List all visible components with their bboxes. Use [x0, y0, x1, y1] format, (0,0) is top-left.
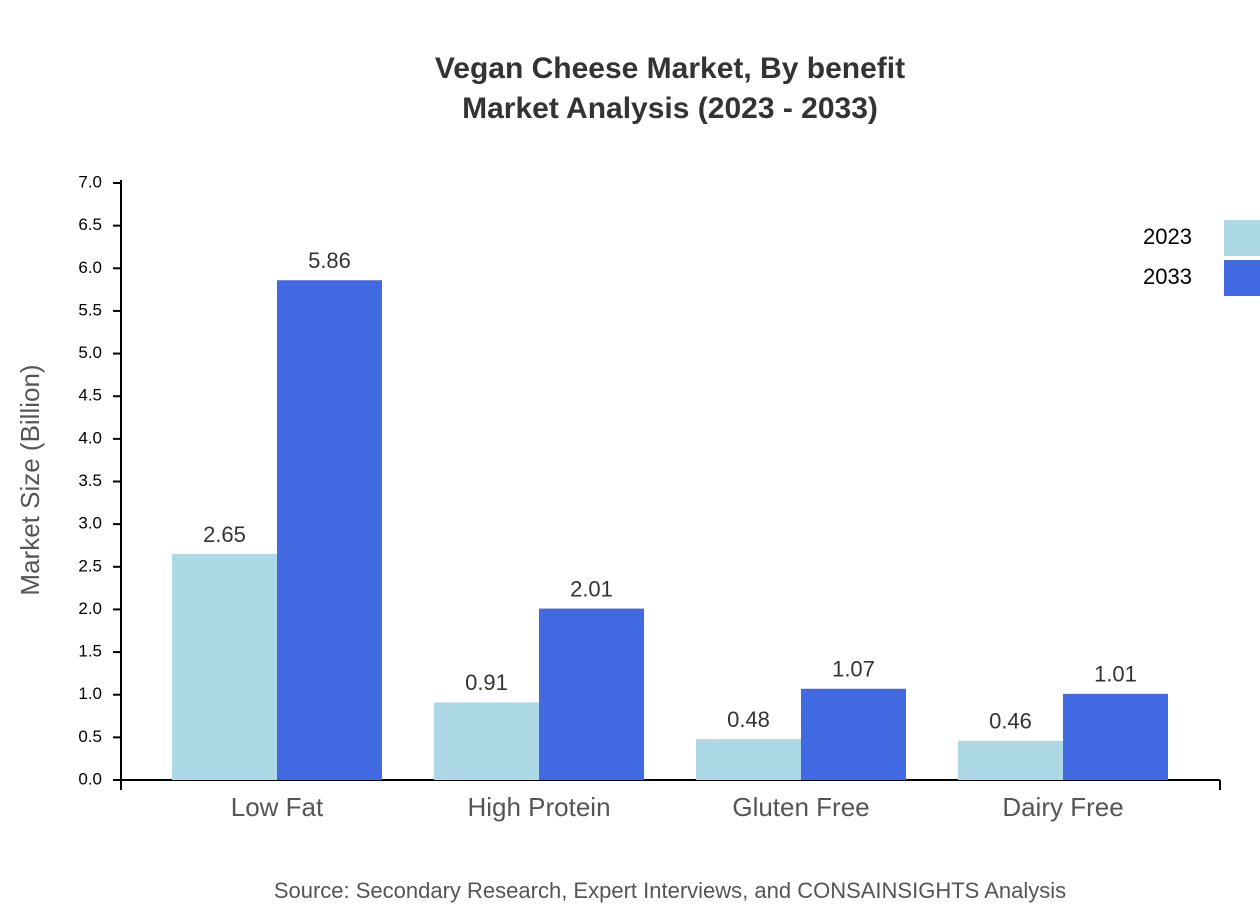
- bar: [801, 688, 906, 780]
- value-label: 0.48: [727, 707, 770, 732]
- legend-swatch: [1224, 220, 1260, 256]
- value-label: 1.07: [832, 657, 875, 682]
- x-tick-label: Dairy Free: [1002, 792, 1123, 822]
- bar: [172, 553, 277, 780]
- chart-subtitle: Market Analysis (2023 - 2033): [462, 92, 878, 125]
- y-tick-label: 3.5: [78, 471, 102, 490]
- y-tick-label: 6.0: [78, 258, 102, 277]
- y-tick-label: 0.5: [78, 727, 102, 746]
- bar: [434, 702, 539, 780]
- legend-label: 2033: [1143, 264, 1192, 289]
- x-tick-label: Gluten Free: [732, 792, 869, 822]
- y-tick-label: 1.5: [78, 642, 102, 661]
- y-tick-label: 4.0: [78, 428, 102, 447]
- y-tick-label: 6.5: [78, 215, 102, 234]
- y-tick-label: 7.0: [78, 172, 102, 191]
- y-tick-label: 1.0: [78, 684, 102, 703]
- y-tick-label: 2.5: [78, 556, 102, 575]
- legend-swatch: [1224, 260, 1260, 296]
- value-label: 1.01: [1094, 662, 1137, 687]
- y-axis-label: Market Size (Billion): [15, 364, 45, 595]
- bar: [277, 280, 382, 780]
- y-tick-label: 3.0: [78, 514, 102, 533]
- bar: [1063, 693, 1168, 780]
- value-label: 0.46: [989, 709, 1032, 734]
- value-label: 0.91: [465, 670, 508, 695]
- y-tick-label: 0.0: [78, 769, 102, 788]
- y-tick-label: 5.5: [78, 300, 102, 319]
- value-label: 5.86: [308, 248, 351, 273]
- y-tick-label: 2.0: [78, 599, 102, 618]
- chart-title: Vegan Cheese Market, By benefit: [435, 52, 905, 85]
- value-label: 2.65: [203, 522, 246, 547]
- bar: [958, 740, 1063, 780]
- bar: [539, 608, 644, 780]
- y-tick-label: 5.0: [78, 343, 102, 362]
- value-label: 2.01: [570, 576, 613, 601]
- bar: [696, 739, 801, 780]
- x-tick-label: Low Fat: [231, 792, 324, 822]
- x-tick-label: High Protein: [467, 792, 610, 822]
- legend-label: 2023: [1143, 224, 1192, 249]
- source-note: Source: Secondary Research, Expert Inter…: [274, 878, 1066, 903]
- y-tick-label: 4.5: [78, 386, 102, 405]
